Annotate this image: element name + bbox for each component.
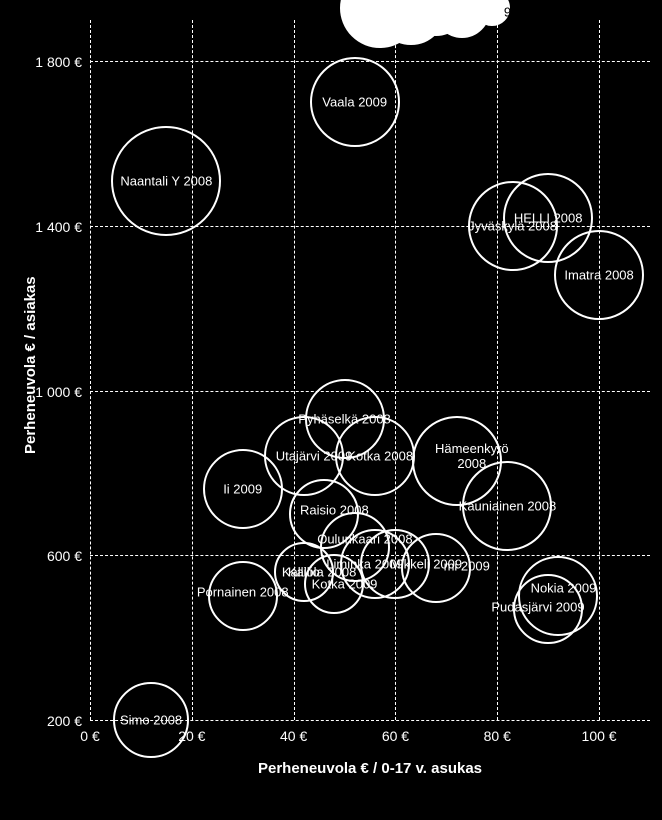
bubble [310, 57, 400, 147]
bubble [304, 554, 364, 614]
chart-root: a9Vaala 2009Naantali Y 2008Jyväskylä 200… [0, 0, 662, 820]
x-tick-label: 80 € [484, 728, 511, 744]
gridline-v [497, 20, 498, 720]
bubble [401, 533, 471, 603]
bubble [203, 449, 283, 529]
gridline-v [192, 20, 193, 720]
x-tick-label: 20 € [178, 728, 205, 744]
x-tick-label: 40 € [280, 728, 307, 744]
bubble [513, 574, 583, 644]
bubble [554, 230, 644, 320]
gridline-v [395, 20, 396, 720]
y-tick-label: 200 € [47, 713, 82, 729]
x-tick-label: 0 € [80, 728, 99, 744]
y-tick-label: 1 000 € [35, 384, 82, 400]
bubble [462, 461, 552, 551]
y-tick-label: 1 800 € [35, 54, 82, 70]
x-tick-label: 60 € [382, 728, 409, 744]
gridline-v [90, 20, 91, 720]
bubble [208, 561, 278, 631]
bubble [113, 682, 189, 758]
bubble [111, 126, 221, 236]
x-axis-label: Perheneuvola € / 0-17 v. asukas [258, 760, 482, 777]
bubble [335, 416, 415, 496]
plot-area: a9Vaala 2009Naantali Y 2008Jyväskylä 200… [90, 20, 650, 720]
gridline-v [599, 20, 600, 720]
gridline-v [294, 20, 295, 720]
y-tick-label: 600 € [47, 548, 82, 564]
x-tick-label: 100 € [582, 728, 617, 744]
y-axis-label: Perheneuvola € / asiakas [22, 276, 39, 454]
y-tick-label: 1 400 € [35, 219, 82, 235]
